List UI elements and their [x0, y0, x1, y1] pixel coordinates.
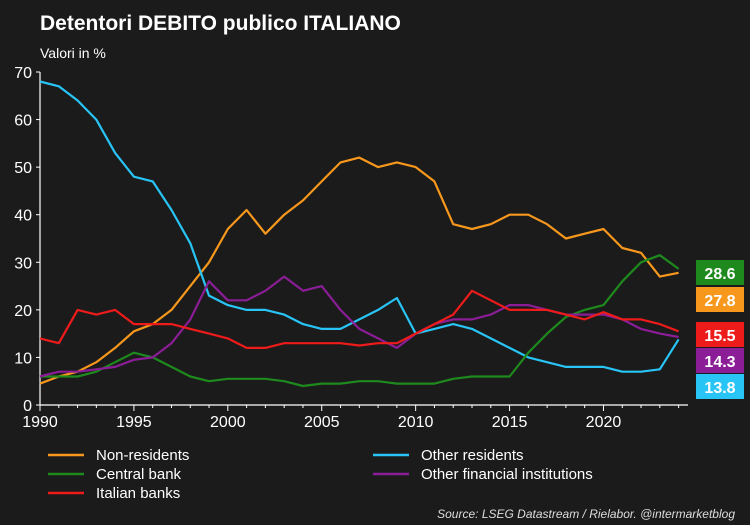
series-line	[39, 156, 679, 385]
x-tick-label: 1990	[22, 414, 58, 431]
x-tick-label: 2000	[210, 414, 246, 431]
source-note: Source: LSEG Datastream / Rielabor. @int…	[437, 507, 735, 521]
chart-title: Detentori DEBITO publico ITALIANO	[40, 12, 401, 35]
y-tick-label: 50	[14, 160, 32, 177]
axes: 0 10 20 30 40 50 60 70 1990 1995 2000 2005 2010 2015 2…	[14, 65, 688, 431]
y-tick-label: 40	[14, 208, 32, 225]
x-tick-label: 2020	[586, 414, 622, 431]
chart-subtitle: Valori in %	[40, 45, 106, 61]
end-value-label: 28.6	[704, 266, 735, 283]
legend: Non-residents Central bank Italian banks Ot…	[48, 447, 593, 502]
y-tick-label: 10	[14, 350, 32, 367]
end-value-box	[696, 348, 744, 373]
y-tick-label: 60	[14, 113, 32, 130]
y-tick-label: 30	[14, 255, 32, 272]
x-tick-label: 1995	[116, 414, 152, 431]
y-tick-label: 20	[14, 303, 32, 320]
legend-label: Non-residents	[96, 447, 189, 464]
end-value-labels: 28.6 27.8 15.5 14.3 13.8	[696, 260, 744, 399]
x-tick-label: 2010	[398, 414, 434, 431]
end-value-box	[696, 322, 744, 347]
x-tick-label: 2005	[304, 414, 340, 431]
legend-label: Other financial institutions	[421, 466, 593, 483]
legend-label: Italian banks	[96, 485, 180, 502]
series-line	[39, 80, 680, 373]
end-value-label: 27.8	[704, 293, 735, 310]
y-tick-label: 0	[23, 398, 32, 415]
end-value-box	[696, 260, 744, 285]
end-value-label: 15.5	[704, 328, 735, 345]
series-line	[39, 275, 679, 378]
x-tick-label: 2015	[492, 414, 528, 431]
legend-label: Central bank	[96, 466, 182, 483]
legend-label: Other residents	[421, 447, 524, 464]
end-value-label: 14.3	[704, 354, 735, 371]
series-lines	[39, 80, 680, 388]
end-value-label: 13.8	[704, 380, 735, 397]
y-tick-label: 70	[14, 65, 32, 82]
end-value-box	[696, 374, 744, 399]
end-value-box	[696, 287, 744, 312]
series-line	[39, 289, 679, 349]
